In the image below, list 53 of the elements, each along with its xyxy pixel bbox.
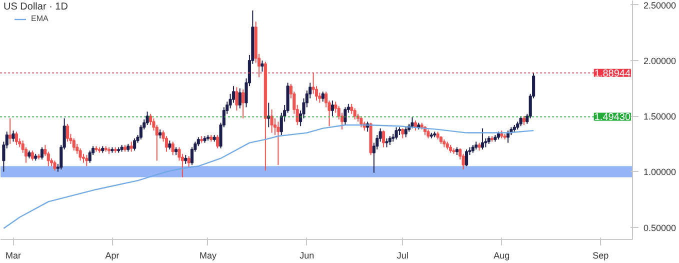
x-tick-label: Sep: [592, 250, 609, 260]
candlestick: [85, 154, 88, 167]
y-tick-label: 2.50000: [644, 0, 676, 10]
candlestick: [519, 116, 522, 127]
candlestick: [270, 108, 274, 134]
candlestick: [53, 160, 56, 172]
candlestick: [78, 148, 82, 162]
candlestick: [276, 121, 280, 166]
candlestick: [14, 131, 18, 146]
candlestick: [133, 138, 136, 152]
candlestick: [12, 130, 15, 142]
ref-line-label: 1.88944: [594, 68, 631, 80]
candlestick: [401, 128, 404, 139]
candlestick: [353, 108, 356, 120]
candlestick: [88, 150, 92, 164]
candlestick: [66, 123, 70, 142]
candlestick: [146, 111, 149, 126]
y-tick-label: 1.50000: [644, 112, 676, 122]
candlestick: [480, 128, 484, 150]
x-tick-label: Jul: [396, 250, 408, 260]
candlestick: [267, 102, 270, 128]
x-tick-label: May: [199, 250, 217, 260]
ref-line-label: 1.49430: [594, 112, 631, 124]
candlestick: [40, 146, 44, 160]
candlestick: [187, 156, 190, 168]
x-tick-label: Mar: [6, 250, 22, 260]
x-tick-label: Apr: [105, 250, 120, 260]
candlestick: [410, 116, 414, 129]
candlestick: [394, 126, 398, 140]
candlestick: [464, 148, 468, 167]
candlestick: [171, 141, 174, 156]
y-tick-label: 1.00000: [644, 167, 676, 178]
candlestick: [382, 130, 386, 148]
y-tick-label: 0.50000: [644, 222, 676, 233]
candlestick: [130, 141, 133, 152]
candlestick: [321, 91, 324, 102]
legend-label: EMA: [31, 14, 50, 23]
candlestick: [330, 100, 334, 117]
x-tick-label: Jun: [300, 250, 314, 260]
candlestick: [344, 106, 347, 126]
candlestick: [404, 126, 408, 138]
candlestick: [235, 86, 238, 112]
candlestick: [216, 134, 220, 149]
candlestick: [30, 150, 34, 162]
x-tick-label: Aug: [494, 250, 510, 260]
candlestick: [238, 88, 242, 109]
candlestick: [8, 118, 12, 144]
chart-title: US Dollar · 1D: [4, 2, 68, 12]
y-tick-label: 2.00000: [644, 56, 676, 66]
candlestick: [242, 88, 245, 119]
candlestick: [360, 116, 363, 128]
candlestick: [260, 60, 264, 72]
candlestick: [72, 138, 76, 152]
